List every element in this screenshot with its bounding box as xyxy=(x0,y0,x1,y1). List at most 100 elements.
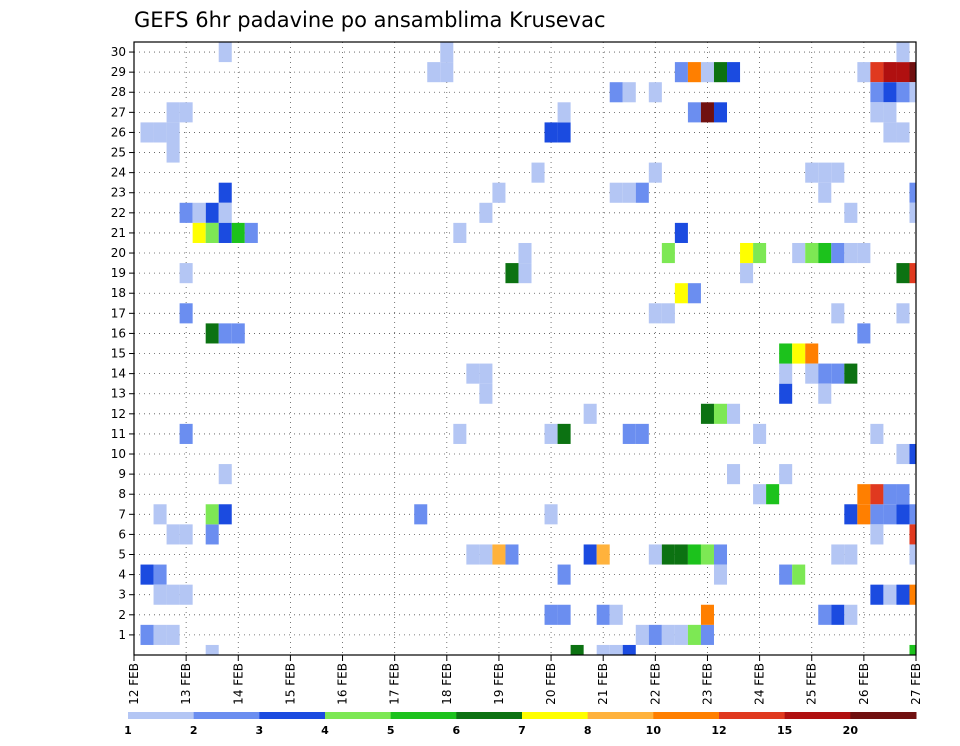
heatmap-cell xyxy=(153,504,167,525)
x-tick-label: 22 FEB xyxy=(648,663,662,705)
colorbar-label: 3 xyxy=(256,724,264,737)
heatmap-cell xyxy=(870,102,884,123)
heatmap-cell xyxy=(492,544,506,565)
heatmap-cell xyxy=(479,202,493,223)
colorbar-swatch xyxy=(784,712,851,719)
heatmap-cell xyxy=(583,403,597,424)
heatmap-cell xyxy=(857,242,871,264)
y-tick-label: 10 xyxy=(111,447,126,461)
heatmap-cell xyxy=(218,182,232,203)
heatmap-cell xyxy=(740,242,754,264)
heatmap-cell xyxy=(896,504,910,525)
heatmap-cell xyxy=(674,283,688,304)
y-tick-label: 26 xyxy=(111,125,126,139)
heatmap-cell xyxy=(440,62,454,83)
y-tick-label: 28 xyxy=(111,85,126,99)
heatmap-cell xyxy=(440,42,454,63)
x-tick-label: 20 FEB xyxy=(544,663,558,705)
heatmap-cell xyxy=(596,604,610,625)
heatmap-cell xyxy=(153,122,167,143)
heatmap-cell xyxy=(583,544,597,565)
heatmap-cell xyxy=(896,62,910,83)
heatmap-cell xyxy=(779,464,793,485)
heatmap-cell xyxy=(857,504,871,525)
x-tick-label: 25 FEB xyxy=(805,663,819,705)
heatmap-cell xyxy=(205,504,219,525)
heatmap-cell xyxy=(166,624,180,645)
plot-frame xyxy=(133,41,917,656)
y-tick-label: 4 xyxy=(118,568,126,582)
heatmap-cell xyxy=(205,323,219,344)
colorbar-swatch xyxy=(128,712,195,719)
heatmap-cell xyxy=(140,624,154,645)
heatmap-cell xyxy=(518,242,532,264)
heatmap-cell xyxy=(779,564,793,585)
heatmap-cell xyxy=(727,464,741,485)
colorbar-label: 12 xyxy=(711,724,726,737)
y-tick-label: 16 xyxy=(111,326,126,340)
heatmap-cell xyxy=(753,423,767,444)
x-tick-label: 19 FEB xyxy=(492,663,506,705)
heatmap-cell xyxy=(713,403,728,424)
heatmap-cell xyxy=(622,82,636,103)
heatmap-cell xyxy=(166,524,180,545)
y-tick-label: 9 xyxy=(118,467,126,481)
y-tick-label: 6 xyxy=(118,527,126,541)
heatmap-cell xyxy=(909,644,916,655)
heatmap-cell xyxy=(779,363,793,384)
heatmap-cell xyxy=(792,564,806,585)
heatmap-cell xyxy=(727,62,741,83)
heatmap-cell xyxy=(805,343,819,364)
y-tick-label: 21 xyxy=(111,226,126,240)
heatmap-cell xyxy=(909,202,916,223)
heatmap-cell xyxy=(231,323,245,344)
heatmap-cell xyxy=(779,343,793,364)
heatmap-cell xyxy=(713,62,728,83)
heatmap-cell xyxy=(779,383,793,404)
y-tick-label: 3 xyxy=(118,588,126,602)
heatmap-cell xyxy=(479,383,493,404)
heatmap-cell xyxy=(831,162,845,183)
heatmap-cell xyxy=(831,242,845,264)
heatmap-cell xyxy=(896,484,910,505)
heatmap-cell xyxy=(909,524,916,545)
colorbar-swatch xyxy=(719,712,786,719)
colorbar-swatch xyxy=(193,712,260,719)
heatmap-cell xyxy=(166,584,180,605)
heatmap-cell xyxy=(609,182,623,203)
heatmap-cell xyxy=(857,323,871,344)
heatmap-cell xyxy=(896,263,910,284)
chart-title: GEFS 6hr padavine po ansamblima Krusevac xyxy=(134,8,606,32)
heatmap-cell xyxy=(766,484,780,505)
colorbar-swatch xyxy=(522,712,589,719)
heatmap-cell xyxy=(661,303,675,324)
heatmap-cell xyxy=(870,423,884,444)
colorbar-swatch xyxy=(259,712,326,719)
heatmap-cell xyxy=(153,624,167,645)
heatmap-cell xyxy=(453,423,467,444)
heatmap-cell xyxy=(661,544,675,565)
x-tick-label: 26 FEB xyxy=(857,663,871,705)
heatmap-cell xyxy=(831,544,845,565)
heatmap-cell xyxy=(700,544,714,565)
y-tick-label: 17 xyxy=(111,306,126,320)
heatmap-cell xyxy=(205,524,219,545)
heatmap-cell xyxy=(674,624,688,645)
heatmap-cell xyxy=(909,263,916,284)
y-tick-label: 19 xyxy=(111,266,126,280)
heatmap-cell xyxy=(648,82,662,103)
x-tick-labels: 12 FEB 13 FEB 14 FEB 15 FEB 16 FEB 17 FEB 18 F… xyxy=(127,655,923,705)
heatmap-cell xyxy=(205,222,219,243)
heatmap-cell xyxy=(805,363,819,384)
heatmap-cell xyxy=(557,604,571,625)
heatmap-cell xyxy=(844,202,858,223)
heatmap-cell xyxy=(648,624,662,645)
heatmap-cell xyxy=(700,403,714,424)
y-tick-label: 25 xyxy=(111,146,126,160)
heatmap-cell xyxy=(870,584,884,605)
x-tick-label: 27 FEB xyxy=(909,663,923,705)
colorbar-label: 1 xyxy=(124,724,132,737)
heatmap-cell xyxy=(244,222,258,243)
colorbar-label: 2 xyxy=(190,724,198,737)
